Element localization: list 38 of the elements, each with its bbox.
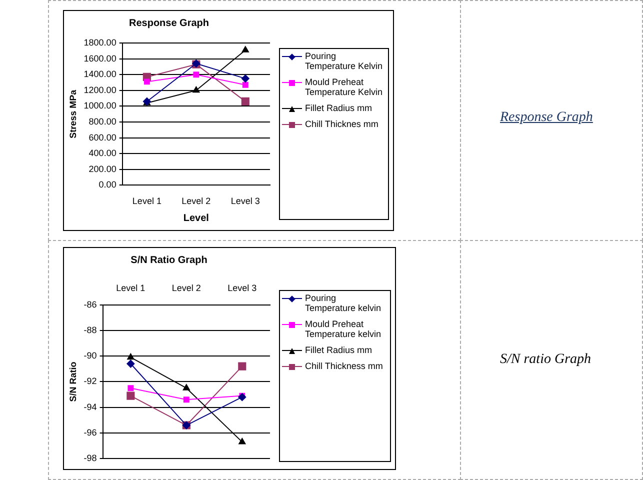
text: S/N ratio Graph (500, 352, 592, 368)
legend-label: Chill Thicknes mm (305, 119, 378, 129)
y-tick-label: -98 (84, 453, 97, 464)
y-tick-label: 1800.00 (84, 37, 116, 48)
x-tick-label: Level 3 (228, 282, 257, 293)
y-tick-label: -90 (84, 350, 97, 361)
x-tick-label: Level 1 (116, 282, 146, 293)
y-tick-label: -86 (84, 299, 97, 310)
x-tick-label: Level 1 (132, 196, 162, 206)
y-tick-label: 1400.00 (84, 69, 116, 80)
y-tick-label: 1000.00 (84, 100, 116, 111)
legend-label: Mould Preheat Temperature kelvin (305, 319, 382, 339)
legend-label: Fillet Radius mm (305, 103, 372, 113)
chart-title: Response Graph (128, 18, 210, 29)
x-axis-title: Level (183, 212, 210, 224)
legend-label: Mould Preheat Temperature Kelvin (305, 77, 384, 97)
legend-label: Fillet Radius mm (305, 345, 372, 355)
y-tick-label: 400.00 (88, 148, 116, 158)
x-tick-label: Level 3 (230, 196, 260, 206)
y-tick-label: -96 (84, 427, 97, 438)
y-tick-label: 1600.00 (84, 53, 116, 64)
x-tick-label: Level 2 (182, 196, 211, 206)
y-axis-title: S/N Ratio (68, 361, 78, 402)
y-tick-label: 200.00 (88, 164, 116, 174)
legend-label: Pouring Temperature kelvin (305, 293, 382, 313)
y-tick-label: -88 (84, 324, 97, 335)
y-tick-label: 600.00 (88, 132, 116, 142)
legend-label: Chill Thickness mm (305, 361, 383, 371)
legend-label: Pouring Temperature Kelvin (305, 51, 384, 71)
y-axis-title: Stress MPa (68, 88, 78, 138)
y-tick-label: 0.00 (98, 180, 116, 190)
x-tick-label: Level 2 (172, 282, 201, 293)
text: Response Graph (500, 110, 593, 126)
y-tick-label: -94 (84, 402, 97, 412)
chart-title: S/N Ratio Graph (130, 254, 208, 266)
y-tick-label: -92 (84, 376, 97, 386)
y-tick-label: 1200.00 (84, 84, 116, 95)
y-tick-label: 800.00 (88, 116, 116, 126)
